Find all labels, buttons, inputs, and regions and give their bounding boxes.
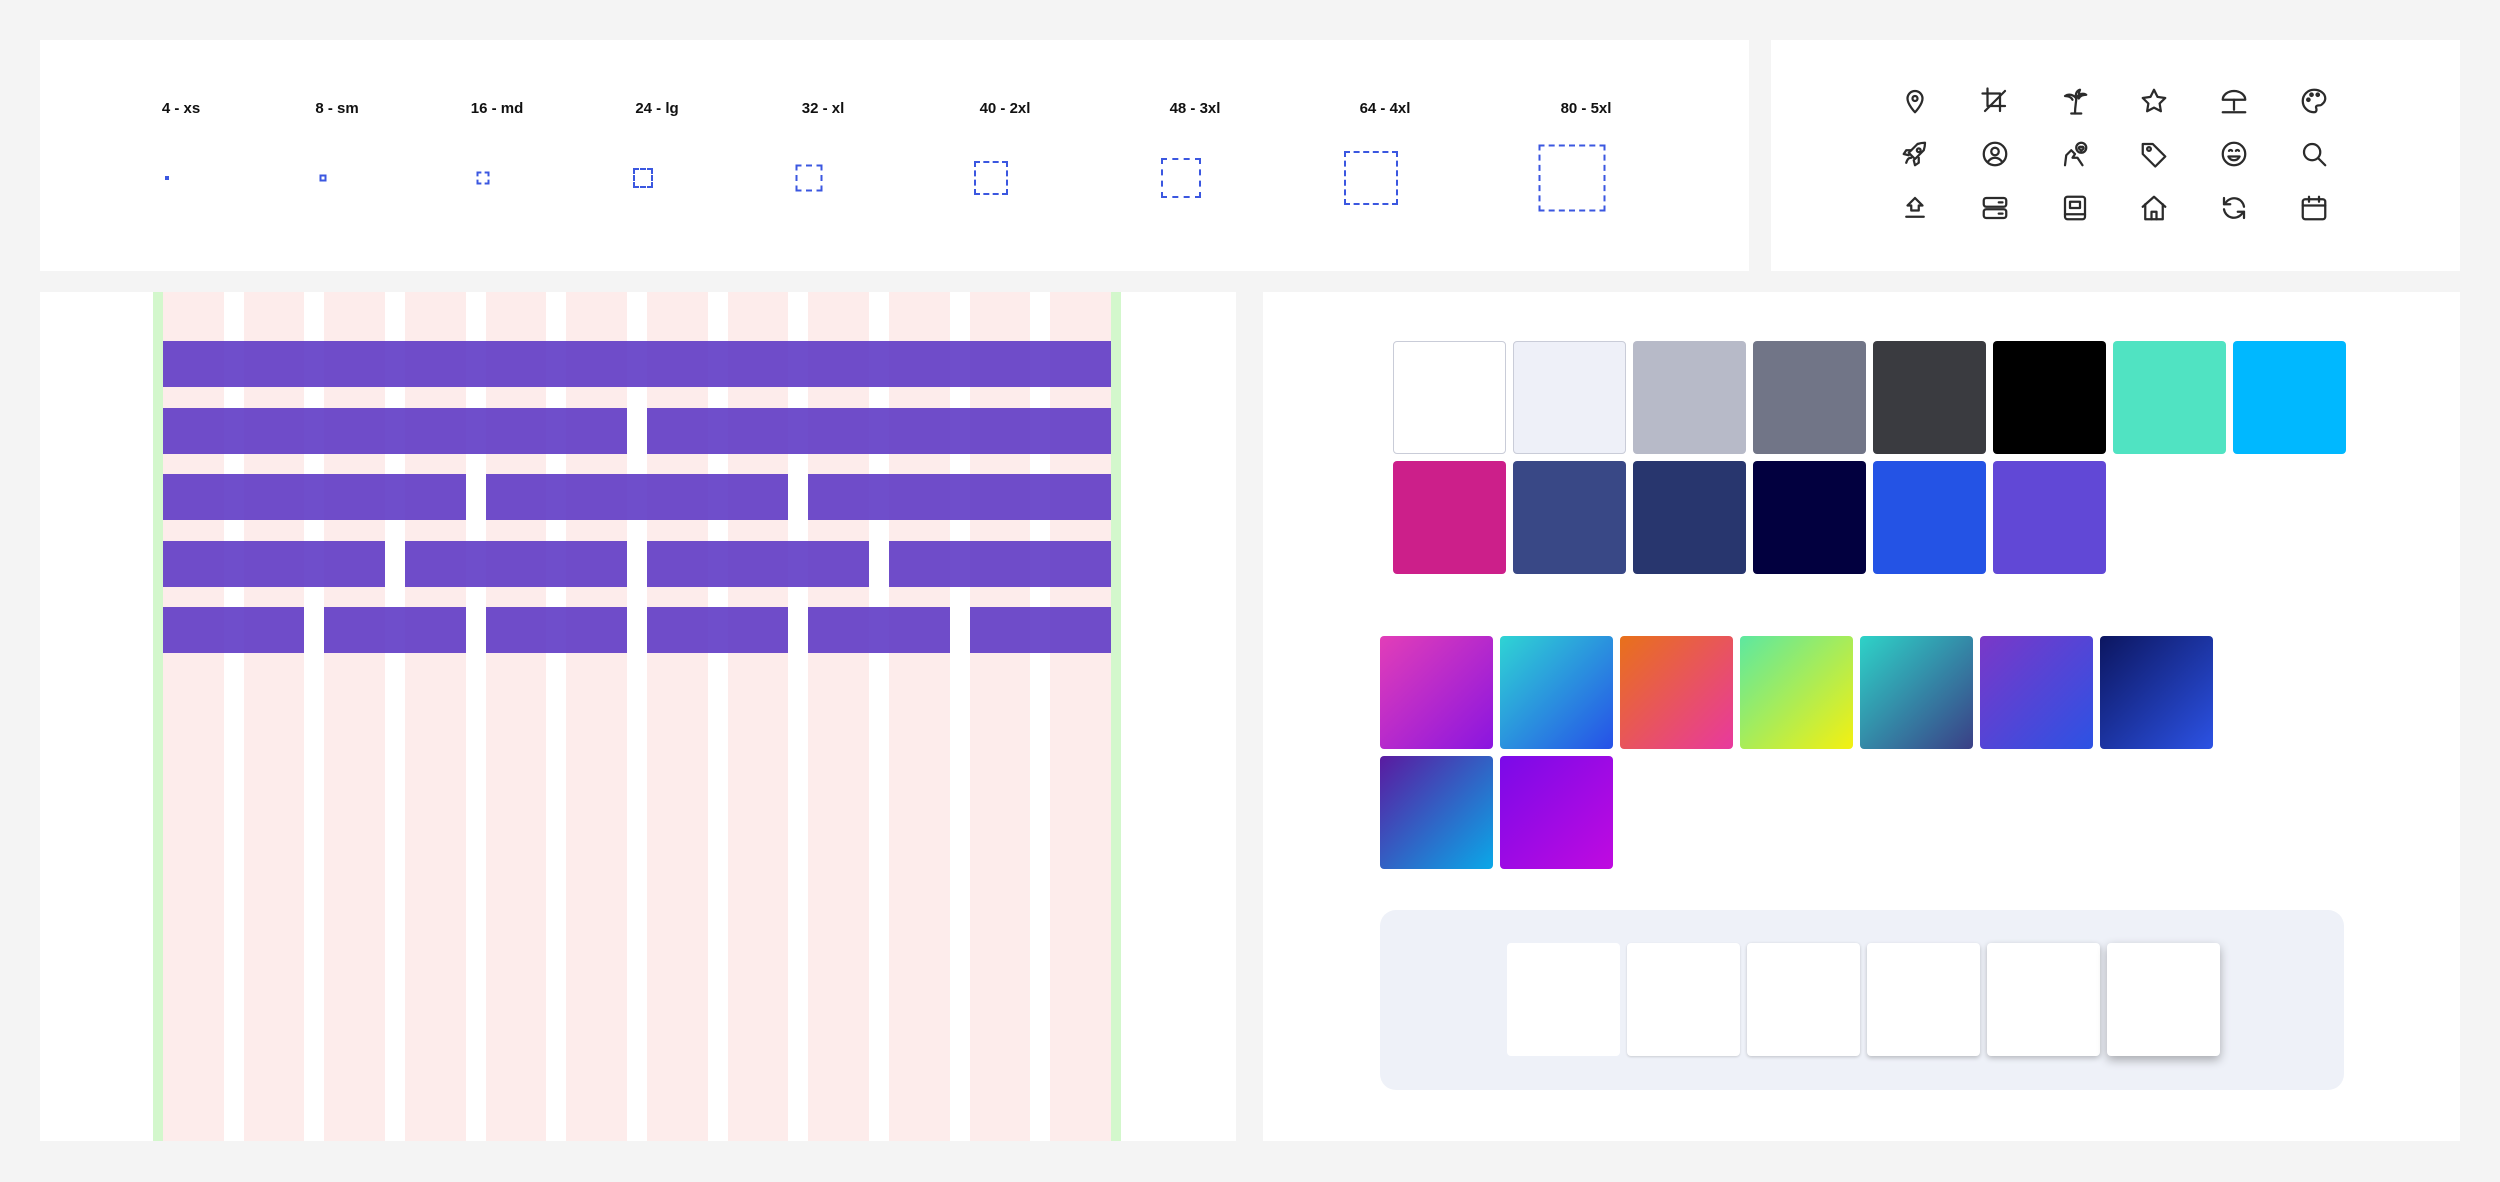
gradient-swatch	[1980, 636, 2093, 749]
rocket-icon	[1900, 139, 1930, 169]
shadow-card	[1627, 943, 1740, 1056]
gradient-swatch	[1500, 756, 1613, 869]
grid-row-bar	[647, 607, 789, 653]
grid-margin	[153, 292, 163, 1141]
color-swatch	[1993, 341, 2106, 454]
spacing-scale-panel: 4 - xs 8 - sm 16 - md 24 - lg 32 - xl 40 - 2x…	[40, 40, 1749, 271]
color-swatch	[1873, 341, 1986, 454]
shadow-card	[1507, 943, 1620, 1056]
upload-icon	[1900, 193, 1930, 223]
grid-row-bar	[969, 607, 1111, 653]
color-swatch	[1393, 341, 1506, 454]
color-swatch	[2233, 341, 2346, 454]
grid-row-bar	[647, 408, 1111, 454]
grid-row-bar	[485, 607, 627, 653]
spacing-box	[974, 161, 1008, 195]
spacing-label: 8 - sm	[315, 100, 359, 117]
color-palette-panel	[1263, 292, 2460, 1141]
color-swatch	[1513, 341, 1626, 454]
shadow-card	[1867, 943, 1980, 1056]
grid-row-bar	[163, 341, 1111, 387]
star-icon	[2139, 86, 2169, 116]
grid-row-bar	[163, 408, 627, 454]
grid-row-bar	[163, 474, 466, 520]
smiley-icon	[2219, 139, 2249, 169]
crop-icon	[1980, 86, 2010, 116]
spacing-box	[165, 176, 169, 180]
spacing-label: 40 - 2xl	[979, 100, 1031, 117]
palm-tree-icon	[2060, 86, 2090, 116]
grid-row-bar	[324, 607, 466, 653]
gradient-swatch	[1740, 636, 1853, 749]
color-swatch	[1753, 461, 1866, 574]
spacing-box	[319, 174, 327, 182]
tag-icon	[2139, 139, 2169, 169]
grid-row-bar	[485, 474, 789, 520]
server-icon	[1980, 193, 2010, 223]
spacing-label: 24 - lg	[635, 100, 679, 117]
grid-row-bar	[647, 541, 869, 587]
spacing-label: 48 - 3xl	[1169, 100, 1221, 117]
color-swatch	[1873, 461, 1986, 574]
color-swatch	[1993, 461, 2106, 574]
search-icon	[2299, 139, 2329, 169]
color-swatch	[2113, 341, 2226, 454]
spacing-box	[633, 168, 653, 188]
grid-row-bar	[163, 607, 305, 653]
gradient-swatch	[1500, 636, 1613, 749]
gradient-swatch	[1380, 636, 1493, 749]
color-swatch	[1393, 461, 1506, 574]
layout-grid-panel	[40, 292, 1236, 1141]
color-swatch	[1633, 461, 1746, 574]
icon-set-panel	[1771, 40, 2460, 271]
home-icon	[2139, 193, 2169, 223]
color-swatch	[1633, 341, 1746, 454]
user-circle-icon	[1980, 139, 2010, 169]
gradient-swatch	[1860, 636, 1973, 749]
color-swatch	[1513, 461, 1626, 574]
grid-row-bar	[889, 541, 1111, 587]
spacing-box	[1161, 158, 1201, 198]
spacing-label: 32 - xl	[801, 100, 845, 117]
pet-heart-icon	[2060, 139, 2090, 169]
grid-row-bar	[163, 541, 385, 587]
spacing-box	[1538, 144, 1606, 212]
shadow-card	[1747, 943, 1860, 1056]
shadow-card	[2107, 943, 2220, 1056]
gradient-swatch	[1620, 636, 1733, 749]
gradient-swatch	[1380, 756, 1493, 869]
beach-umbrella-icon	[2219, 86, 2249, 116]
gradient-swatch	[2100, 636, 2213, 749]
grid-row-bar	[405, 541, 627, 587]
spacing-box	[795, 164, 823, 192]
grid-row-bar	[808, 607, 950, 653]
spacing-label: 4 - xs	[161, 100, 201, 117]
refresh-icon	[2219, 193, 2249, 223]
spacing-label: 64 - 4xl	[1359, 100, 1411, 117]
grid-margin	[1111, 292, 1121, 1141]
palette-icon	[2299, 86, 2329, 116]
book-icon	[2060, 193, 2090, 223]
grid-row-bar	[808, 474, 1111, 520]
spacing-box	[1344, 151, 1398, 205]
shadow-tray	[1380, 910, 2344, 1090]
spacing-label: 16 - md	[470, 100, 524, 117]
map-pin-icon	[1900, 86, 1930, 116]
calendar-icon	[2299, 193, 2329, 223]
shadow-card	[1987, 943, 2100, 1056]
spacing-box	[476, 171, 490, 185]
color-swatch	[1753, 341, 1866, 454]
spacing-label: 80 - 5xl	[1560, 100, 1612, 117]
